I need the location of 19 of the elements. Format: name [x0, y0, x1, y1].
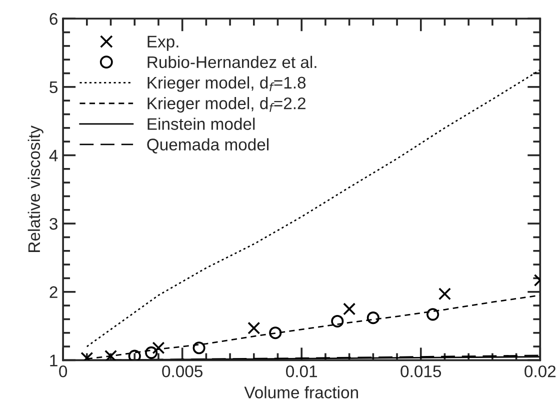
y-tick-label: 6	[50, 13, 58, 25]
legend-label: Rubio-Hernandez et al.	[148, 56, 316, 68]
y-axis-title: Relative viscosity	[28, 126, 44, 252]
legend-label: Krieger model, d$_{f}$=2.2	[148, 97, 306, 113]
legend-label: Quemada model	[147, 138, 268, 154]
legend-label: Einstein model	[148, 118, 255, 130]
y-tick-label: 2	[50, 286, 58, 298]
legend-label: Krieger model, d$_{f}$=1.8	[148, 76, 306, 92]
legend-label: Exp.	[148, 36, 178, 51]
y-tick-label: 1	[50, 354, 58, 366]
x-tick-label: 0	[59, 365, 68, 378]
y-tick-label: 4	[49, 150, 58, 162]
x-tick-label: 0.02	[524, 365, 556, 378]
x-tick-label: 0.005	[162, 365, 202, 378]
x-tick-label: 0.015	[400, 365, 442, 378]
x-tick-label: 0.01	[286, 365, 318, 378]
x-axis-title: Volume fraction	[244, 386, 358, 398]
y-tick-label: 3	[50, 218, 58, 230]
y-tick-label: 5	[50, 82, 58, 94]
